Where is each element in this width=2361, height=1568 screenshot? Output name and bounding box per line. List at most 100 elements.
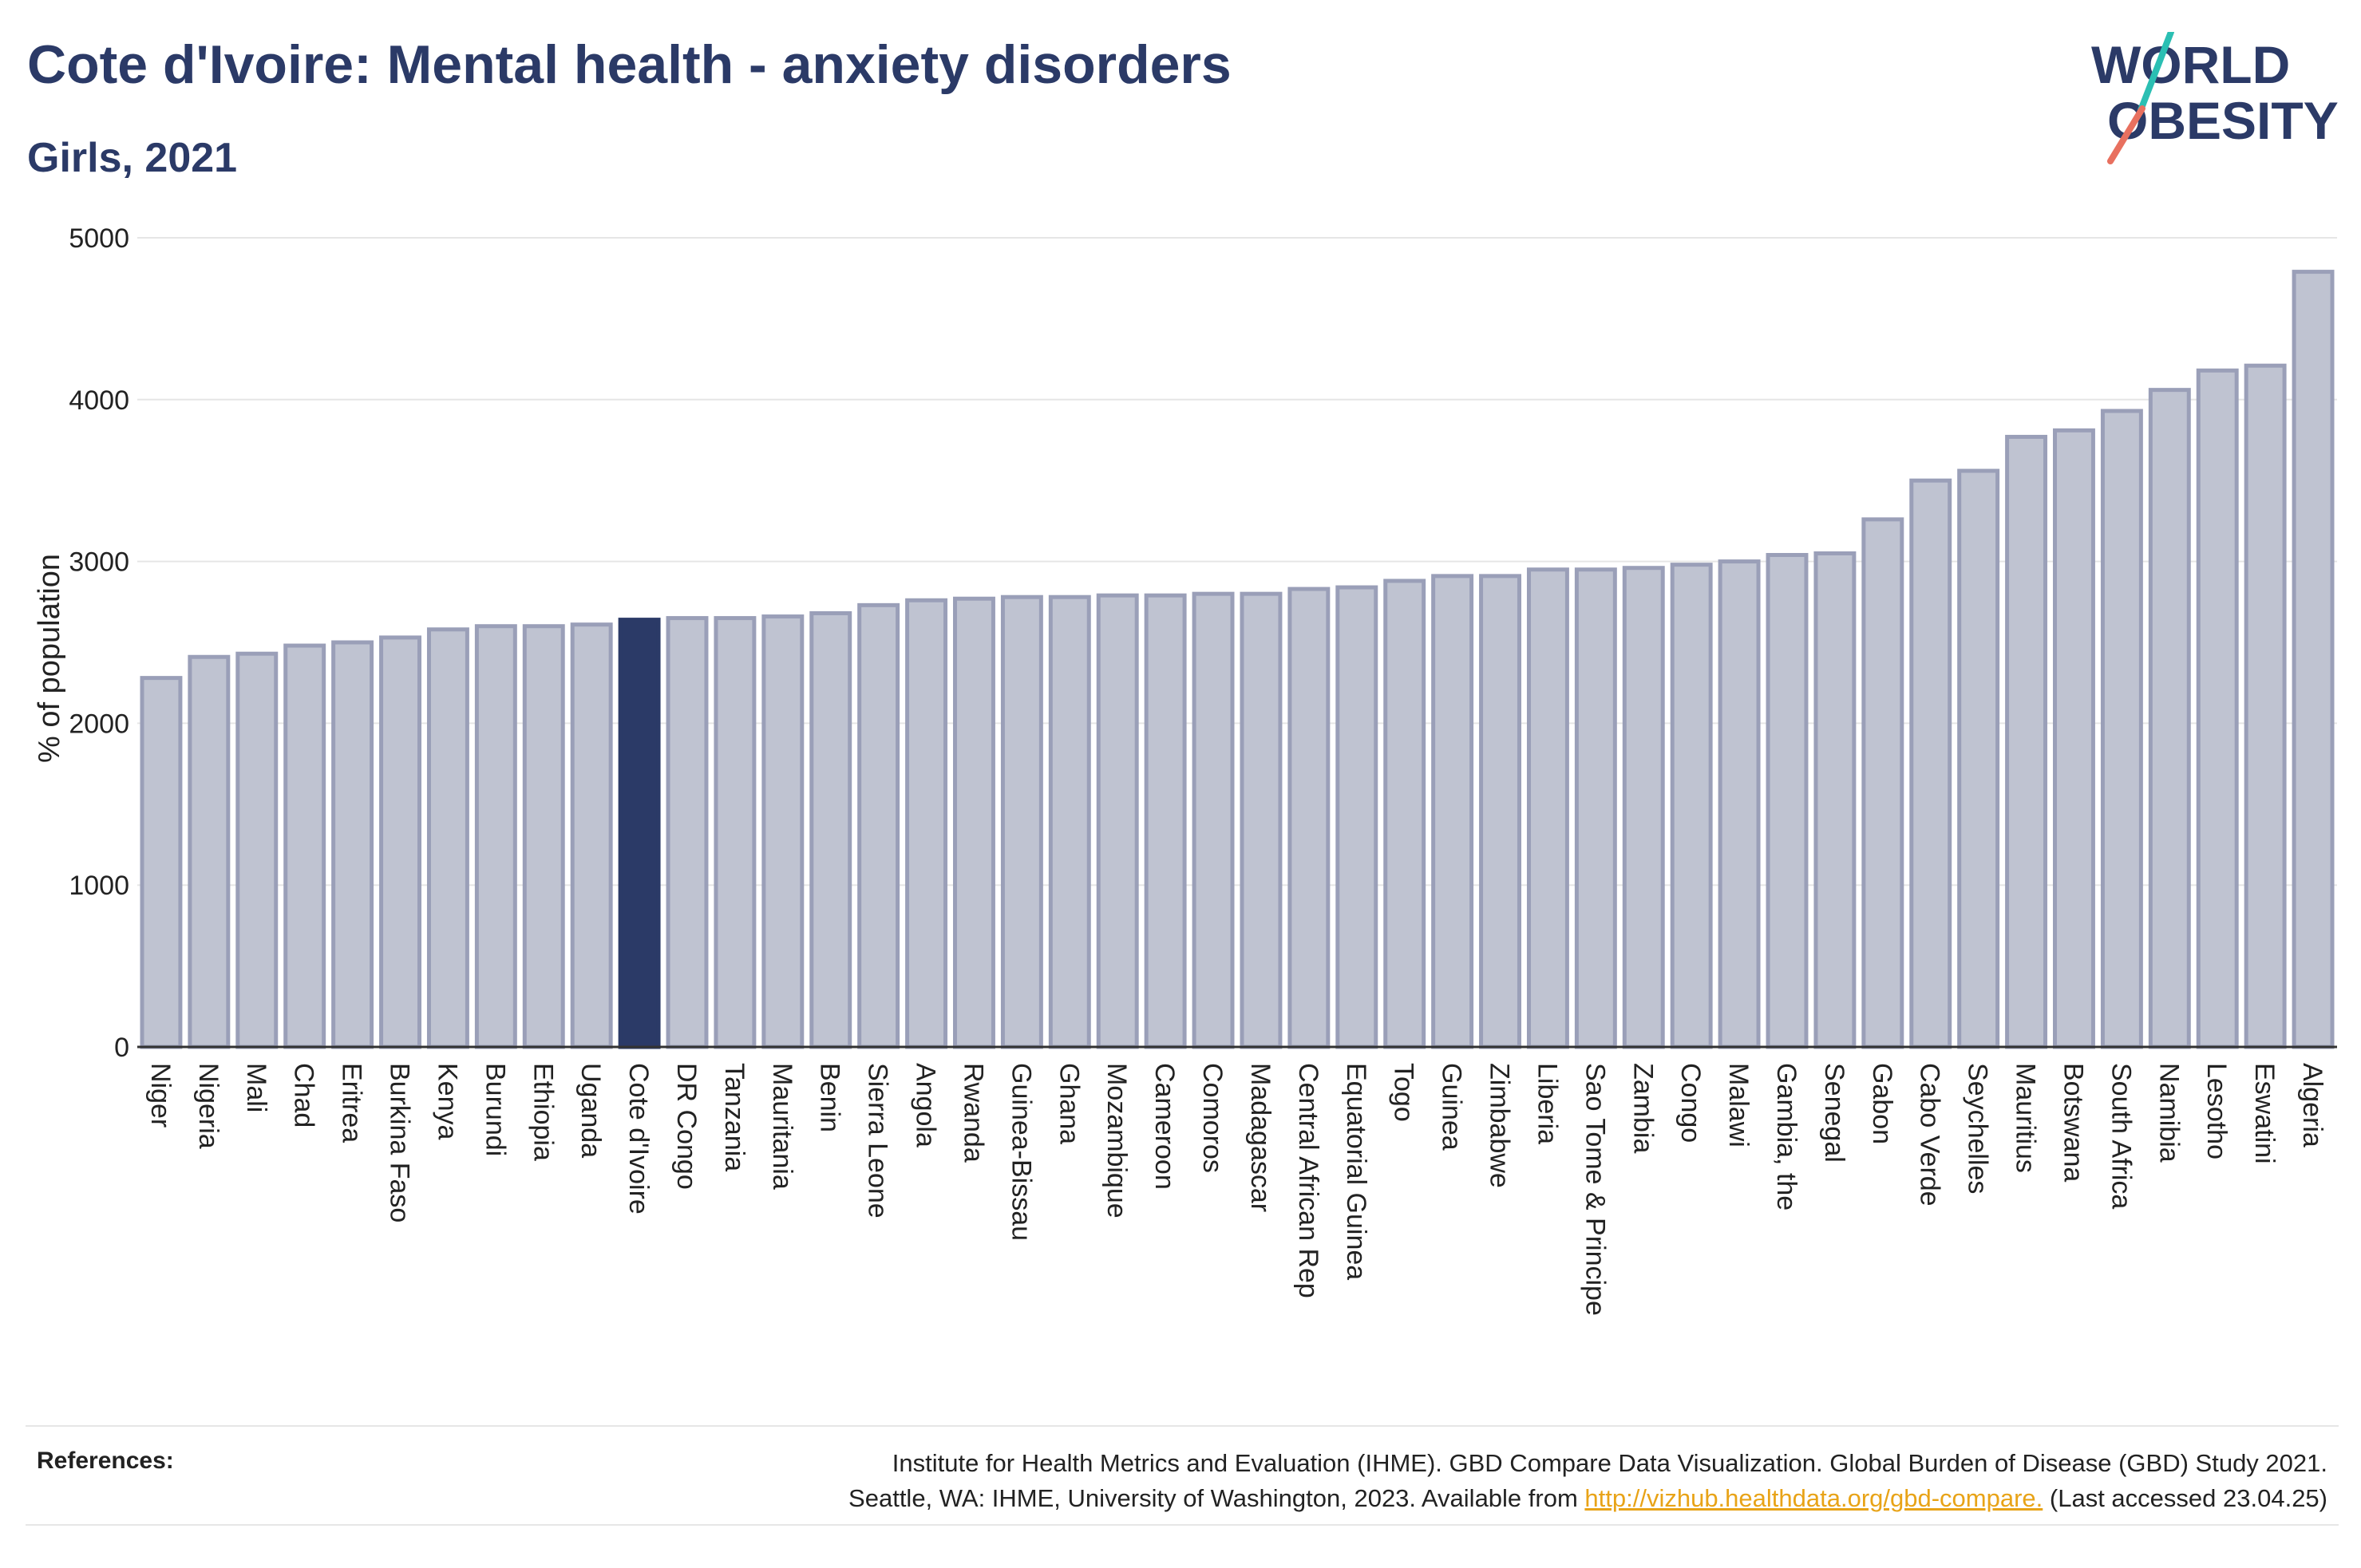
bar <box>1670 563 1713 1049</box>
x-tick-label: South Africa <box>2106 1063 2136 1209</box>
bar <box>331 640 374 1049</box>
y-axis-ticks: 0 1000 2000 3000 4000 5000 <box>69 223 129 1063</box>
references-label: References: <box>37 1448 174 1474</box>
logo-word-world: WORLD <box>2091 35 2290 94</box>
bar <box>140 676 183 1049</box>
references-line-1: Institute for Health Metrics and Evaluat… <box>892 1449 2327 1477</box>
x-tick-label: Cameroon <box>1149 1063 1180 1190</box>
bar <box>1000 594 1043 1049</box>
bar <box>522 624 565 1049</box>
bar <box>1622 566 1665 1049</box>
bar <box>283 643 326 1049</box>
bar <box>2053 428 2095 1049</box>
x-tick-label: Algeria <box>2297 1063 2327 1147</box>
x-axis-labels: Niger Nigeria Mali Chad Eritrea Burkina Faso K… <box>145 1063 2327 1316</box>
references-link[interactable]: http://vizhub.healthdata.org/gbd-compare… <box>1584 1484 2043 1512</box>
x-tick-label: Tanzania <box>719 1063 749 1171</box>
x-tick-label: Lesotho <box>2201 1063 2232 1159</box>
x-tick-label: Niger <box>145 1063 176 1128</box>
x-tick-label: Rwanda <box>958 1063 988 1163</box>
bar <box>761 614 805 1049</box>
x-tick-label: Liberia <box>1532 1063 1562 1144</box>
x-tick-label: Ethiopia <box>528 1063 558 1161</box>
x-tick-label: Mauritius <box>2011 1063 2041 1173</box>
bar <box>666 616 709 1049</box>
footer-divider-bottom <box>26 1524 2339 1526</box>
x-tick-label: Gabon <box>1867 1063 1897 1144</box>
x-tick-label: Madagascar <box>1245 1063 1275 1212</box>
y-tick-label: 2000 <box>69 709 129 739</box>
bar <box>188 654 231 1049</box>
chart-subtitle: Girls, 2021 <box>27 135 238 181</box>
x-tick-label: Seychelles <box>1963 1063 1993 1194</box>
x-tick-label: Nigeria <box>193 1063 223 1149</box>
bar <box>2100 409 2143 1049</box>
y-tick-label: 3000 <box>69 547 129 578</box>
bar <box>1957 468 2000 1049</box>
bar <box>1096 593 1139 1049</box>
x-tick-label: Eswatini <box>2249 1063 2280 1164</box>
bar <box>1718 559 1761 1049</box>
references-text: Institute for Health Metrics and Evaluat… <box>571 1446 2327 1516</box>
x-tick-label: Kenya <box>432 1063 462 1139</box>
x-tick-label: Sao Tome & Principe <box>1580 1063 1610 1316</box>
bar <box>379 635 421 1049</box>
y-tick-label: 0 <box>114 1033 129 1063</box>
x-tick-label: Gambia, the <box>1771 1063 1801 1211</box>
bar <box>1383 579 1426 1049</box>
x-tick-label: Cabo Verde <box>1915 1063 1945 1207</box>
bar <box>1526 567 1569 1049</box>
chart-title: Cote d'Ivoire: Mental health - anxiety d… <box>27 34 1232 95</box>
bar <box>1287 587 1331 1049</box>
x-tick-label: Zimbabwe <box>1485 1063 1515 1188</box>
x-tick-label: Uganda <box>575 1063 606 1158</box>
x-tick-label: Zambia <box>1627 1063 1658 1153</box>
logo-stroke-coral <box>2107 105 2145 164</box>
bar <box>857 602 900 1049</box>
references-line-2-prefix: Seattle, WA: IHME, University of Washing… <box>848 1484 1585 1512</box>
bar <box>1431 574 1474 1049</box>
x-tick-label: Sierra Leone <box>863 1063 893 1218</box>
y-tick-label: 5000 <box>69 223 129 254</box>
x-tick-label: Burundi <box>480 1063 510 1156</box>
x-tick-label: Mozambique <box>1101 1063 1132 1218</box>
bar <box>714 616 757 1049</box>
x-tick-label: Namibia <box>2153 1063 2184 1163</box>
x-tick-label: Mali <box>241 1063 271 1112</box>
bar <box>953 596 995 1049</box>
x-tick-label: Angola <box>911 1063 941 1147</box>
bar <box>2244 363 2287 1049</box>
footer-divider-top <box>26 1425 2339 1427</box>
x-tick-label: Eritrea <box>337 1063 367 1143</box>
bar <box>1144 593 1187 1049</box>
x-tick-label: Comoros <box>1197 1063 1228 1173</box>
bars <box>140 270 2335 1049</box>
bar <box>1240 591 1283 1049</box>
x-tick-label: Central African Rep <box>1293 1063 1323 1298</box>
x-tick-label: Congo <box>1675 1063 1706 1143</box>
logo-stroke-teal <box>2138 32 2174 113</box>
bar <box>1861 517 1904 1049</box>
y-axis-title: % of population <box>33 554 66 763</box>
x-tick-label: Malawi <box>1723 1063 1754 1147</box>
world-obesity-logo: WORLD OBESITY <box>2091 32 2339 164</box>
x-tick-label: Equatorial Guinea <box>1341 1063 1371 1280</box>
x-tick-label: DR Congo <box>671 1063 702 1190</box>
x-tick-label: Ghana <box>1054 1063 1084 1144</box>
bar <box>1335 585 1378 1049</box>
x-tick-label: Botswana <box>2058 1063 2088 1182</box>
y-tick-label: 1000 <box>69 871 129 901</box>
bar <box>235 651 279 1049</box>
bar <box>809 610 852 1049</box>
bar <box>1766 552 1809 1049</box>
x-tick-label: Cote d'Ivoire <box>623 1063 654 1215</box>
x-tick-label: Burkina Faso <box>385 1063 415 1222</box>
bar <box>1813 551 1857 1049</box>
bar <box>426 627 469 1049</box>
x-tick-label: Benin <box>815 1063 845 1132</box>
x-tick-label: Chad <box>289 1063 319 1128</box>
x-tick-label: Guinea <box>1437 1063 1467 1151</box>
bar <box>618 618 661 1049</box>
bar <box>1909 478 1952 1049</box>
